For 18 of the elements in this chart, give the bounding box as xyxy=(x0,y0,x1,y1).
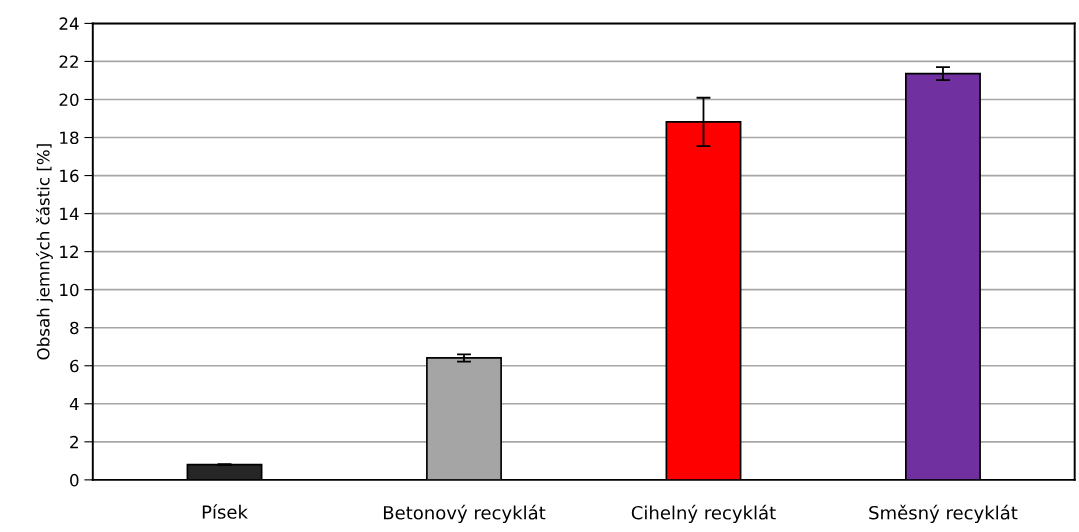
y-tick-label: 2 xyxy=(70,435,78,449)
y-tick-label: 0 xyxy=(70,473,79,487)
y-tick-label: 6 xyxy=(70,359,79,373)
y-axis-title: Obsah jemných částic [%] xyxy=(36,144,53,360)
y-tick-label: 8 xyxy=(70,321,79,335)
y-tick-label: 18 xyxy=(60,131,79,145)
y-tick-label: 10 xyxy=(60,283,79,297)
x-tick-label: Cihelný recyklát xyxy=(631,504,776,524)
y-tick-label: 12 xyxy=(60,245,78,258)
y-tick-label: 24 xyxy=(59,17,79,30)
y-tick-label: 20 xyxy=(59,93,79,107)
y-tick-label: 16 xyxy=(60,169,79,183)
y-tick-label: 22 xyxy=(59,55,78,68)
y-tick-label: 4 xyxy=(69,397,79,411)
x-tick-label: Betonový recyklát xyxy=(383,504,546,524)
y-tick-label: 14 xyxy=(60,207,79,220)
x-tick-label: Písek xyxy=(202,504,248,519)
x-tick-label: Směsný recyklát xyxy=(869,504,1018,524)
